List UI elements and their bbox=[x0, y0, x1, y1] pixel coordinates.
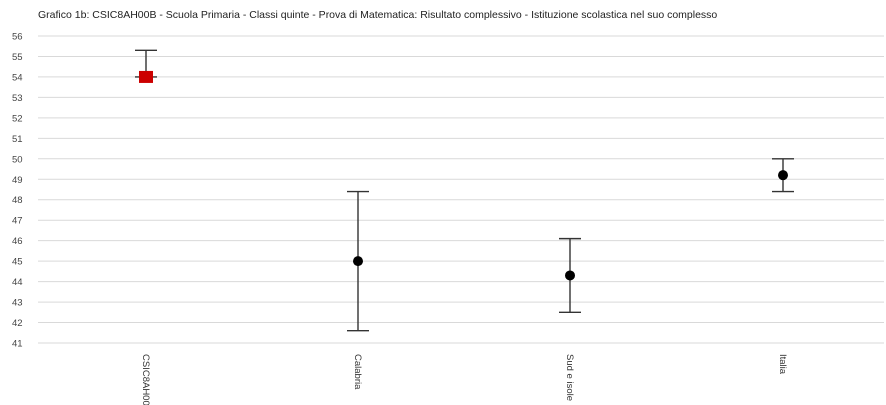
y-tick-label: 50 bbox=[12, 154, 23, 165]
y-tick-label: 43 bbox=[12, 298, 23, 309]
chart-title: Grafico 1b: CSIC8AH00B - Scuola Primaria… bbox=[38, 9, 718, 21]
data-point-3 bbox=[778, 170, 788, 181]
series-layer bbox=[135, 49, 794, 332]
y-tick-label: 56 bbox=[12, 32, 23, 43]
x-tick-label: Calabria bbox=[352, 354, 363, 390]
y-tick-label: 46 bbox=[12, 236, 23, 247]
y-tick-label: 53 bbox=[12, 93, 23, 104]
y-tick-label: 45 bbox=[12, 257, 23, 268]
data-point-2 bbox=[565, 270, 575, 281]
x-tick-label: Sud e isole bbox=[564, 354, 575, 401]
y-axis-ticks: 41 42 43 44 45 46 47 48 49 50 51 52 53 54 55 56 bbox=[12, 32, 23, 350]
y-tick-label: 52 bbox=[12, 113, 23, 124]
y-tick-label: 41 bbox=[12, 339, 23, 350]
data-point-1 bbox=[353, 256, 363, 267]
x-tick-label: CSIC8AH00B bbox=[140, 354, 151, 405]
y-tick-label: 47 bbox=[12, 216, 23, 227]
y-tick-label: 48 bbox=[12, 195, 23, 206]
y-tick-label: 55 bbox=[12, 52, 23, 63]
y-tick-label: 44 bbox=[12, 277, 23, 288]
y-tick-label: 51 bbox=[12, 134, 23, 145]
data-point-0 bbox=[139, 70, 153, 83]
y-tick-label: 49 bbox=[12, 175, 23, 186]
x-tick-label: Italia bbox=[777, 354, 788, 375]
x-axis-ticks: CSIC8AH00B Calabria Sud e isole Italia bbox=[140, 354, 788, 405]
y-tick-label: 54 bbox=[12, 72, 23, 83]
grid-layer bbox=[38, 35, 884, 344]
y-tick-label: 42 bbox=[12, 318, 23, 329]
